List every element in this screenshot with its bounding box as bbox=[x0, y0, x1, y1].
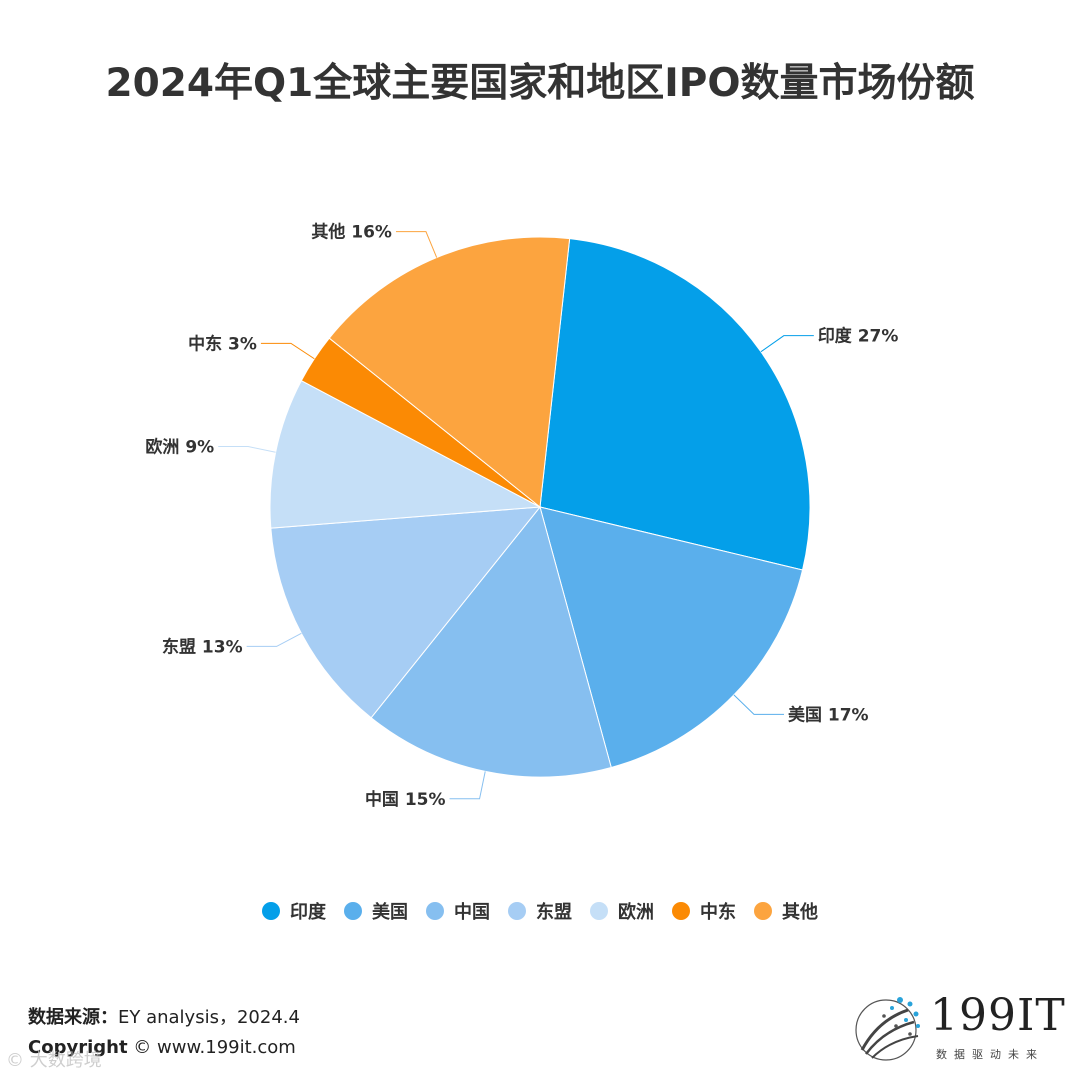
slice-label-5: 中东 3% bbox=[188, 333, 257, 354]
legend-dot-icon bbox=[426, 902, 444, 920]
legend-label: 其他 bbox=[782, 902, 818, 923]
pie-slice-0[interactable] bbox=[539, 238, 811, 571]
leader-line-6 bbox=[395, 231, 438, 258]
pie-slice-2[interactable] bbox=[370, 505, 612, 778]
legend-dot-icon bbox=[590, 902, 608, 920]
legend-label: 中国 bbox=[454, 902, 490, 923]
legend-dot-icon bbox=[262, 902, 280, 920]
watermark: © 大数跨境 bbox=[6, 1050, 102, 1071]
leader-line-3 bbox=[246, 632, 302, 647]
legend-label: 印度 bbox=[290, 902, 326, 923]
copyright-value: © www.199it.com bbox=[133, 1037, 296, 1058]
legend-dot-icon bbox=[754, 902, 772, 920]
slice-label-4: 欧洲 9% bbox=[145, 437, 214, 458]
legend-label: 美国 bbox=[372, 902, 408, 923]
legend-label: 东盟 bbox=[536, 902, 572, 923]
legend-dot-icon bbox=[508, 902, 526, 920]
legend-item-5[interactable]: 中东 bbox=[672, 898, 736, 924]
source-value: EY analysis，2024.4 bbox=[118, 1007, 300, 1028]
legend-dot-icon bbox=[672, 902, 690, 920]
pie-slice-3[interactable] bbox=[270, 506, 542, 719]
brand-logo: 199IT 数据驱动未来 bbox=[848, 990, 1065, 1065]
legend-item-4[interactable]: 欧洲 bbox=[590, 898, 654, 924]
legend-item-1[interactable]: 美国 bbox=[344, 898, 408, 924]
legend-item-0[interactable]: 印度 bbox=[262, 898, 326, 924]
leader-line-1 bbox=[733, 694, 784, 715]
source-label: 数据来源： bbox=[28, 1007, 118, 1028]
leader-line-4 bbox=[218, 446, 276, 453]
legend: 印度 美国 中国 东盟 欧洲 中东 其他 bbox=[0, 898, 1080, 924]
slice-label-1: 美国 17% bbox=[788, 704, 869, 725]
legend-item-2[interactable]: 中国 bbox=[426, 898, 490, 924]
slice-label-3: 东盟 13% bbox=[162, 636, 243, 657]
slice-label-2: 中国 15% bbox=[365, 789, 446, 810]
leader-line-0 bbox=[760, 335, 814, 353]
chart-title: 2024年Q1全球主要国家和地区IPO数量市场份额 bbox=[105, 61, 975, 106]
dots-swirl-icon bbox=[855, 997, 920, 1061]
copyright-label: Copyright bbox=[28, 1037, 128, 1058]
legend-dot-icon bbox=[344, 902, 362, 920]
leader-line-5 bbox=[260, 342, 315, 360]
slice-label-0: 印度 27% bbox=[818, 326, 899, 347]
logo-subtitle: 数据驱动未来 bbox=[936, 1048, 1044, 1061]
legend-label: 中东 bbox=[700, 902, 736, 923]
logo-text: 199IT bbox=[930, 990, 1066, 1041]
legend-label: 欧洲 bbox=[618, 902, 654, 923]
legend-item-3[interactable]: 东盟 bbox=[508, 898, 572, 924]
copyright: Copyright © www.199it.com bbox=[28, 1037, 296, 1058]
data-source: 数据来源：EY analysis，2024.4 bbox=[28, 1003, 300, 1029]
legend-item-6[interactable]: 其他 bbox=[754, 898, 818, 924]
leader-line-2 bbox=[449, 771, 486, 800]
slice-label-6: 其他 16% bbox=[311, 222, 392, 243]
